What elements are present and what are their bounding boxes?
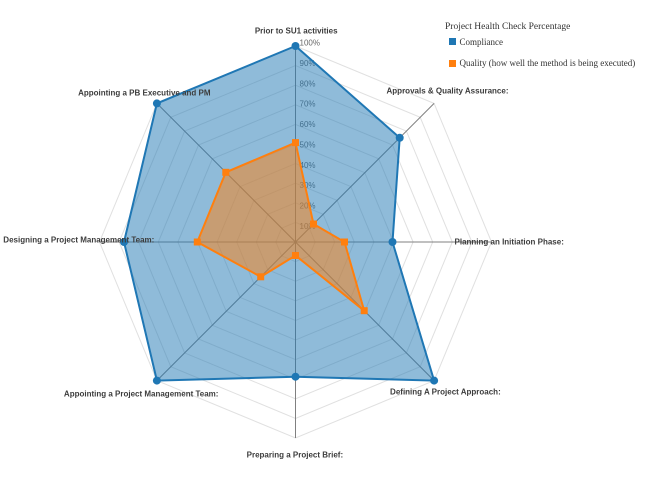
svg-text:100%: 100% xyxy=(300,39,320,48)
